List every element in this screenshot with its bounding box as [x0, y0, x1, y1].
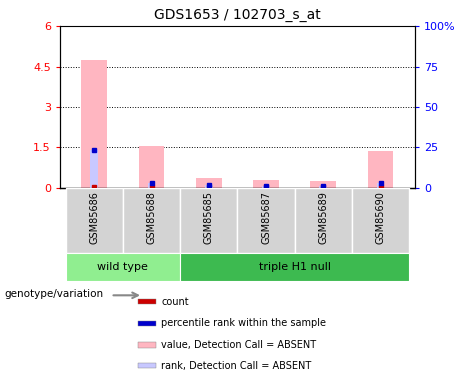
Bar	[65, 188, 123, 253]
FancyBboxPatch shape	[138, 363, 156, 368]
Text: GSM85689: GSM85689	[318, 191, 328, 244]
Text: wild type: wild type	[97, 262, 148, 272]
Bar	[368, 151, 393, 188]
Bar	[180, 188, 237, 253]
Bar	[148, 183, 155, 188]
Bar	[310, 181, 336, 188]
Bar	[123, 188, 180, 253]
Bar	[377, 183, 384, 188]
Bar	[82, 60, 107, 188]
Text: GSM85686: GSM85686	[89, 191, 99, 244]
Text: GSM85687: GSM85687	[261, 191, 271, 244]
Bar	[352, 188, 409, 253]
FancyBboxPatch shape	[138, 299, 156, 304]
Bar	[65, 253, 180, 281]
Text: rank, Detection Call = ABSENT: rank, Detection Call = ABSENT	[161, 361, 311, 370]
Bar	[205, 185, 213, 188]
Bar	[180, 253, 409, 281]
Bar	[237, 188, 295, 253]
Bar	[319, 186, 327, 188]
Bar	[262, 186, 270, 188]
Title: GDS1653 / 102703_s_at: GDS1653 / 102703_s_at	[154, 9, 321, 22]
Bar	[196, 178, 222, 188]
Text: GSM85688: GSM85688	[147, 191, 157, 244]
FancyBboxPatch shape	[138, 342, 156, 348]
Bar	[139, 146, 165, 188]
Text: GSM85685: GSM85685	[204, 191, 214, 244]
Bar	[90, 150, 98, 188]
Text: genotype/variation: genotype/variation	[5, 289, 104, 299]
Text: value, Detection Call = ABSENT: value, Detection Call = ABSENT	[161, 340, 316, 350]
Text: triple H1 null: triple H1 null	[259, 262, 331, 272]
FancyBboxPatch shape	[138, 321, 156, 326]
Text: percentile rank within the sample: percentile rank within the sample	[161, 318, 326, 328]
Bar	[253, 180, 279, 188]
Text: GSM85690: GSM85690	[376, 191, 385, 244]
Bar	[295, 188, 352, 253]
Text: count: count	[161, 297, 189, 307]
